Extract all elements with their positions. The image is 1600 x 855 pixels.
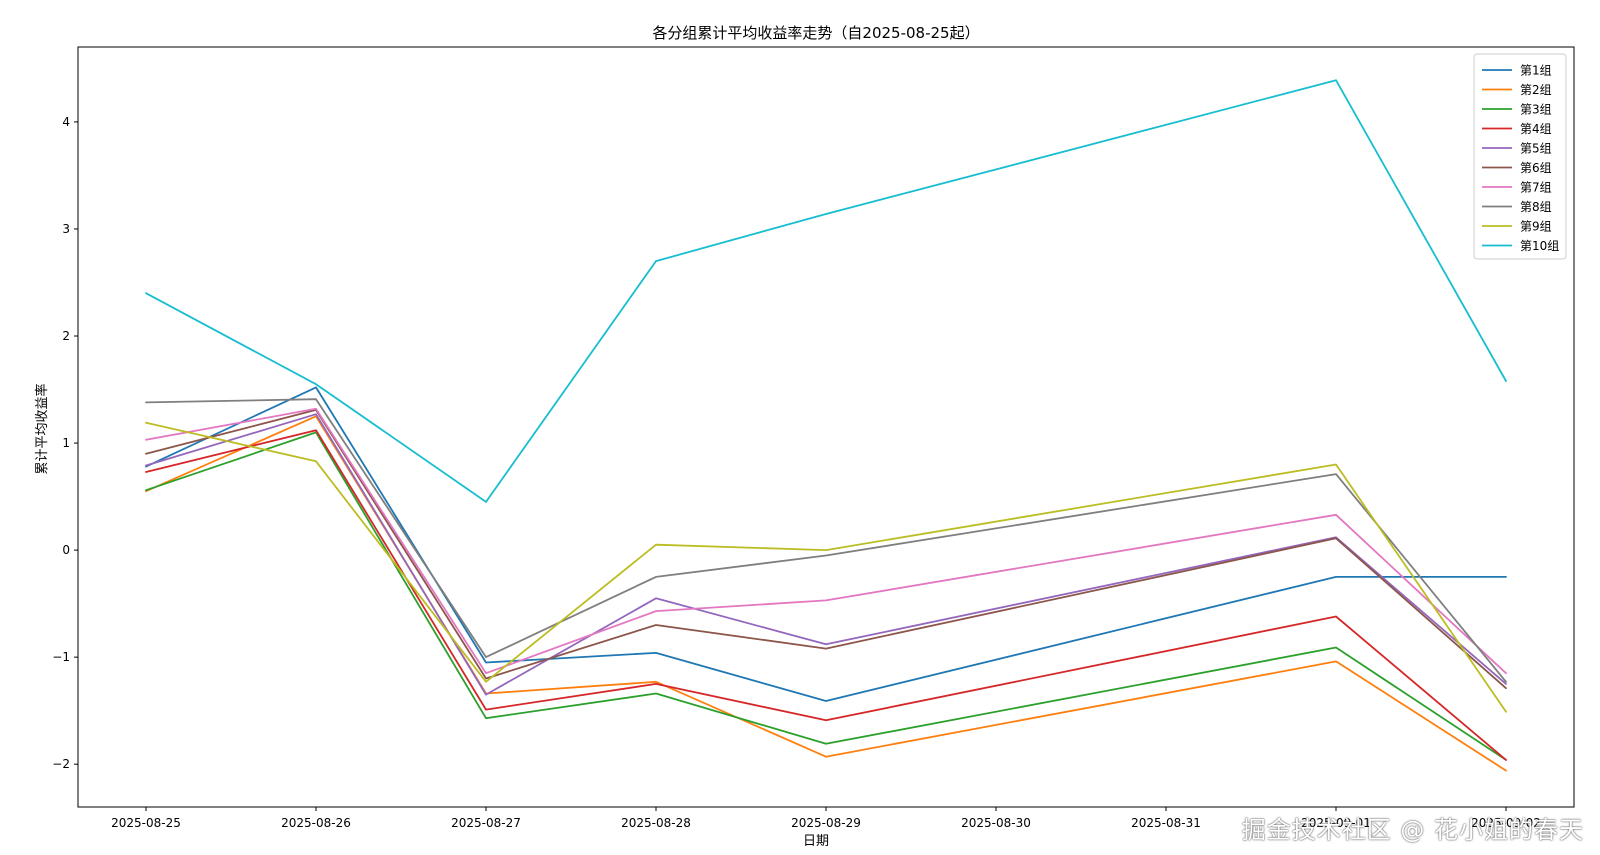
y-tick-label: −2 xyxy=(52,757,70,771)
y-axis: −2 −1 0 1 2 3 4 xyxy=(52,115,78,771)
legend-label: 第8组 xyxy=(1520,200,1552,214)
legend-box xyxy=(1473,53,1567,260)
legend-label: 第9组 xyxy=(1520,220,1552,234)
series-line-10 xyxy=(145,79,1507,503)
y-tick-label: 4 xyxy=(62,115,70,129)
series-line-8 xyxy=(145,398,1507,683)
series-line-7 xyxy=(145,407,1507,675)
plot-frame xyxy=(77,46,1575,808)
x-tick-label: 2025-08-25 xyxy=(111,816,181,830)
series-line-5 xyxy=(145,413,1507,696)
y-tick-label: 2 xyxy=(62,329,70,343)
legend-label: 第4组 xyxy=(1520,122,1552,136)
x-tick-label: 2025-08-26 xyxy=(281,816,351,830)
chart-title: 各分组累计平均收益率走势（自2025-08-25起） xyxy=(652,24,979,42)
x-tick-label: 2025-08-27 xyxy=(451,816,521,830)
series-line-4 xyxy=(145,429,1507,761)
x-tick-label: 2025-08-28 xyxy=(621,816,691,830)
legend-label: 第5组 xyxy=(1520,142,1552,156)
x-tick-label: 2025-09-01 xyxy=(1301,816,1371,830)
legend-label: 第1组 xyxy=(1520,64,1552,78)
plot-lines xyxy=(145,79,1507,772)
legend-label: 第3组 xyxy=(1520,103,1552,117)
series-line-1 xyxy=(145,386,1507,702)
series-line-9 xyxy=(145,421,1507,713)
legend-label: 第10组 xyxy=(1520,239,1559,253)
legend-label: 第7组 xyxy=(1520,181,1552,195)
legend-label: 第6组 xyxy=(1520,161,1552,175)
y-tick-label: 0 xyxy=(62,543,70,557)
legend-label: 第2组 xyxy=(1520,83,1552,97)
x-tick-label: 2025-09-02 xyxy=(1471,816,1541,830)
y-tick-label: 3 xyxy=(62,222,70,236)
series-line-3 xyxy=(145,431,1507,761)
y-tick-label: 1 xyxy=(62,436,70,450)
series-line-2 xyxy=(145,415,1507,772)
x-tick-label: 2025-08-29 xyxy=(791,816,861,830)
y-axis-label: 累计平均收益率 xyxy=(34,383,50,474)
x-axis-label: 日期 xyxy=(803,834,829,849)
x-tick-label: 2025-08-31 xyxy=(1131,816,1201,830)
y-tick-label: −1 xyxy=(52,650,70,664)
watermark: 掘金技术社区 @ 花小姐的春天 xyxy=(1241,816,1584,844)
x-tick-label: 2025-08-30 xyxy=(961,816,1031,830)
x-axis: 2025-08-25 2025-08-26 2025-08-27 2025-08-28… xyxy=(111,807,1541,830)
